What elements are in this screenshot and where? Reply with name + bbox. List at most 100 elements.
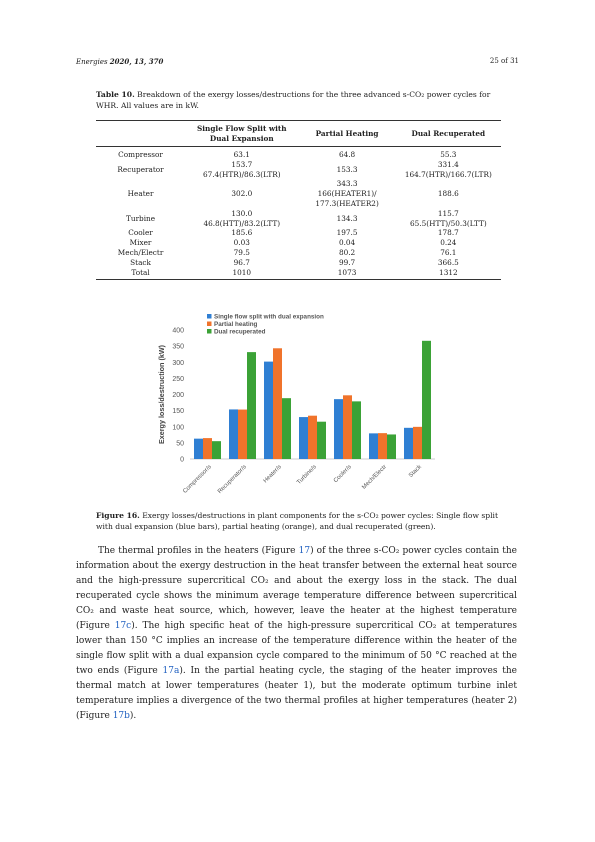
y-tick-label: 300	[172, 360, 184, 367]
bar	[369, 433, 378, 459]
page-number: 25 of 31	[489, 57, 519, 65]
table-cell: 0.24	[440, 238, 457, 248]
x-tick-label: Mech/Electr	[361, 464, 388, 491]
table-cell: 302.0	[231, 189, 253, 199]
figure-ref-17c[interactable]: 17c	[114, 621, 132, 631]
table-label: Table 10.	[96, 90, 135, 99]
bar	[404, 427, 413, 459]
row-label: Heater	[127, 189, 154, 199]
bar	[299, 417, 308, 459]
y-tick-label: 350	[172, 344, 184, 351]
bar	[334, 399, 343, 459]
column-header: Single Flow Split with Dual Expansion	[185, 120, 299, 147]
table-cell: 153.3	[336, 164, 358, 174]
table-cell: 80.2	[338, 247, 356, 257]
table-row: Recuperator 153.7 67.4(HTR)/86.3(LTR) 153.3…	[96, 160, 501, 180]
bar	[212, 441, 221, 459]
y-axis-label: Exergy loss/destruction (kW)	[157, 344, 166, 444]
x-tick-label: Heater/s	[263, 464, 283, 484]
table-cell: 55.3	[440, 150, 457, 159]
bar	[203, 438, 212, 459]
y-tick-label: 250	[172, 376, 184, 383]
table-cell: 343.3 166(HEATER1)/177.3(HEATER2)	[315, 179, 379, 208]
table-cell: 96.7	[233, 257, 250, 267]
row-label: Compressor	[118, 150, 163, 159]
bar	[308, 415, 317, 459]
x-tick-label: Cooler/s	[333, 464, 353, 484]
exergy-bar-chart: 0 50 100 150 200 250 300 350 400 Exergy loss/dest…	[157, 314, 435, 495]
table-row: Turbine 130.0 46.8(HTT)/83.2(LTT) 134.3 115.…	[96, 209, 501, 229]
y-tick-label: 400	[172, 328, 184, 335]
bar	[247, 352, 256, 459]
body-text-1: The thermal profiles in the heaters (Fig…	[98, 546, 299, 556]
table-caption-text: Breakdown of the exergy losses/destructi…	[96, 90, 491, 110]
y-tick-label: 200	[172, 392, 184, 399]
table-cell: 76.1	[440, 247, 457, 257]
figure-ref-17[interactable]: 17	[298, 546, 311, 556]
bar	[387, 434, 396, 459]
legend-swatch	[207, 314, 212, 319]
table-cell: 178.7	[437, 228, 459, 238]
bar	[229, 409, 238, 459]
table-header-row: Single Flow Split with Dual Expansion Par…	[96, 120, 501, 147]
figure-caption: Figure 16. Exergy losses/destructions in…	[96, 510, 501, 532]
body-paragraph: The thermal profiles in the heaters (Fig…	[76, 544, 517, 724]
table-cell: 99.7	[338, 257, 356, 267]
table-cell: 134.3	[336, 213, 358, 223]
figure-ref-17b[interactable]: 17b	[112, 711, 130, 721]
row-label: Mixer	[129, 238, 152, 248]
table-cell: 153.7 67.4(HTR)/86.3(LTR)	[202, 159, 281, 179]
legend-swatch	[207, 329, 212, 334]
table-cell: 79.5	[233, 247, 250, 257]
bar	[343, 395, 352, 459]
x-tick-label: Turbine/s	[296, 464, 318, 486]
journal-citation-text: 2020, 13, 370	[109, 57, 164, 66]
legend-label: Dual recuperated	[214, 329, 266, 336]
row-label: Turbine	[126, 213, 156, 223]
bar	[413, 426, 422, 459]
table-row: Cooler 185.6 197.5 178.7	[96, 228, 501, 238]
figure-ref-17a[interactable]: 17a	[162, 666, 180, 676]
row-label: Recuperator	[117, 164, 164, 174]
row-label: Cooler	[128, 228, 153, 238]
body-text-5: ).	[129, 711, 137, 721]
table-cell: 0.03	[233, 238, 250, 248]
table-cell: 366.5	[437, 257, 459, 267]
table-cell: 63.1	[233, 150, 250, 159]
bar	[194, 438, 203, 459]
legend-label: Single flow split with dual expansion	[214, 314, 324, 321]
table-cell: 197.5	[336, 228, 358, 238]
bar	[352, 401, 361, 459]
table-row: Mixer 0.03 0.04 0.24	[96, 238, 501, 248]
table-row: Mech/Electr 79.5 80.2 76.1	[96, 248, 501, 258]
table-row: Heater 302.0 343.3 166(HEATER1)/177.3(HEATE…	[96, 179, 501, 208]
table-cell: 1073	[298, 267, 396, 281]
figure-label: Figure 16.	[96, 511, 140, 520]
table-row: Total 1010 1073 1312	[96, 267, 501, 281]
bar	[317, 421, 326, 459]
figure-caption-text: Exergy losses/destructions in plant comp…	[96, 511, 499, 531]
table-cell: 130.0 46.8(HTT)/83.2(LTT)	[203, 208, 281, 228]
body-text-2: ) of the three s-CO₂ power cycles contai…	[76, 546, 517, 631]
column-header	[96, 120, 186, 147]
table-cell: 188.6	[437, 189, 459, 199]
journal-name: Energies	[76, 58, 108, 66]
table-cell: 1312	[395, 267, 501, 281]
y-tick-label: 50	[176, 440, 184, 447]
body-text-4: ). In the partial heating cycle, the sta…	[76, 666, 518, 721]
column-header: Partial Heating	[298, 120, 396, 147]
table-caption: Table 10. Breakdown of the exergy losses…	[96, 89, 501, 111]
bar	[422, 340, 431, 459]
body-text-3: ). The high specific heat of the high-pr…	[76, 621, 518, 676]
bar	[264, 361, 273, 459]
table-cell: 1010	[185, 267, 299, 281]
x-tick-label: Compressor/s	[182, 464, 213, 495]
y-tick-label: 150	[172, 408, 184, 415]
table-cell: 331.4 164.7(HTR)/166.7(LTR)	[404, 159, 492, 179]
y-tick-label: 0	[180, 457, 184, 464]
row-label: Stack	[130, 257, 151, 267]
table-row: Stack 96.7 99.7 366.5	[96, 258, 501, 268]
bar	[378, 433, 387, 459]
table-cell: 0.04	[338, 238, 356, 248]
bar	[273, 348, 282, 459]
